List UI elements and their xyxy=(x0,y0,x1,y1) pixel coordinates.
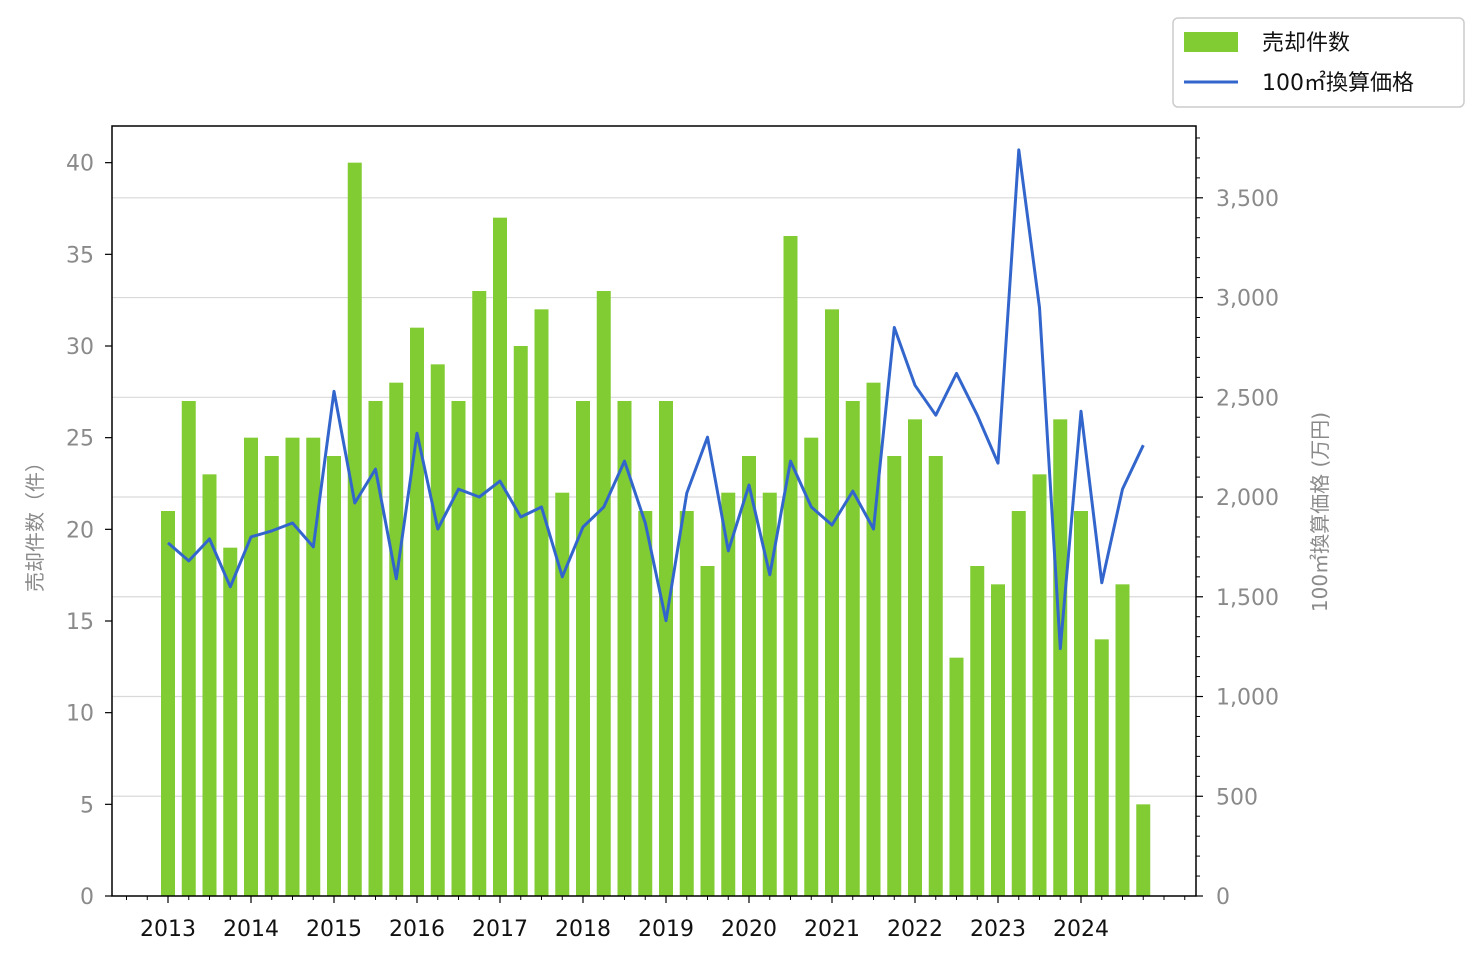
legend-line-label: 100㎡換算価格 xyxy=(1262,70,1414,96)
x-tick-label: 2017 xyxy=(472,917,528,942)
bar xyxy=(991,584,1005,896)
right-tick-label: 1,000 xyxy=(1216,686,1279,711)
left-tick-label: 15 xyxy=(66,610,94,635)
bar xyxy=(949,657,964,896)
plot-frame xyxy=(111,125,1197,897)
bar xyxy=(638,511,653,896)
bar xyxy=(700,566,715,896)
left-y-axis: 0 5 10 15 20 25 30 35 40 xyxy=(66,152,112,910)
bar xyxy=(576,401,590,896)
x-tick-label: 2019 xyxy=(638,917,694,942)
bar xyxy=(617,401,632,896)
bar xyxy=(285,437,300,896)
bar xyxy=(887,456,902,896)
bar xyxy=(1094,639,1109,896)
x-tick-label: 2016 xyxy=(389,917,445,942)
bar xyxy=(783,236,798,896)
bar xyxy=(1074,511,1088,896)
x-tick-label: 2023 xyxy=(970,917,1026,942)
bar xyxy=(596,291,611,896)
left-tick-label: 0 xyxy=(80,885,94,910)
bar xyxy=(181,401,196,896)
right-tick-label: 500 xyxy=(1216,785,1258,810)
bar xyxy=(347,162,362,896)
bar xyxy=(825,309,839,896)
right-tick-label: 1,500 xyxy=(1216,586,1279,611)
left-tick-label: 25 xyxy=(66,427,94,452)
bar xyxy=(472,291,487,896)
right-tick-label: 2,000 xyxy=(1216,486,1279,511)
bar xyxy=(1136,804,1151,896)
bar xyxy=(804,437,819,896)
left-tick-label: 5 xyxy=(80,793,94,818)
bar xyxy=(555,492,570,896)
bar xyxy=(928,456,943,896)
bar xyxy=(451,401,466,896)
bar xyxy=(762,492,777,896)
bar xyxy=(368,401,383,896)
x-tick-label: 2020 xyxy=(721,917,777,942)
bar-series xyxy=(161,162,1151,897)
bar xyxy=(845,401,860,896)
bar xyxy=(223,547,238,896)
bar xyxy=(202,474,217,896)
bar xyxy=(1053,419,1068,896)
bar xyxy=(264,456,279,896)
left-y-axis-title: 売却件数（件） xyxy=(23,452,47,592)
plot-border xyxy=(111,125,1197,897)
left-tick-label: 35 xyxy=(66,243,94,268)
bar xyxy=(534,309,549,896)
left-tick-label: 40 xyxy=(66,152,94,177)
bar xyxy=(908,419,922,896)
bar xyxy=(970,566,985,896)
bar xyxy=(410,327,424,897)
x-tick-label: 2015 xyxy=(306,917,362,942)
x-tick-label: 2021 xyxy=(804,917,860,942)
bar xyxy=(513,346,528,896)
right-tick-label: 3,500 xyxy=(1216,187,1279,212)
bar xyxy=(161,511,175,896)
bar xyxy=(306,437,321,896)
left-tick-label: 30 xyxy=(66,335,94,360)
x-tick-label: 2013 xyxy=(140,917,196,942)
x-axis: 2013 2014 2015 2016 2017 2018 2019 2020 2021 2022… xyxy=(126,896,1186,942)
legend-box xyxy=(1172,17,1465,108)
x-tick-label: 2022 xyxy=(887,917,943,942)
bar xyxy=(493,217,507,896)
price-line xyxy=(167,148,1145,651)
bar xyxy=(327,456,341,896)
bar xyxy=(1115,584,1130,896)
left-tick-label: 20 xyxy=(66,518,94,543)
bar xyxy=(659,401,673,896)
bar xyxy=(742,456,756,896)
x-tick-label: 2014 xyxy=(223,917,279,942)
bar xyxy=(1011,511,1026,896)
legend-bar-label: 売却件数 xyxy=(1262,31,1350,56)
right-tick-label: 2,500 xyxy=(1216,386,1279,411)
right-tick-label: 3,000 xyxy=(1216,287,1279,312)
bar xyxy=(679,511,694,896)
bar xyxy=(1032,474,1047,896)
bar xyxy=(866,382,881,897)
bar xyxy=(389,382,404,897)
x-tick-label: 2018 xyxy=(555,917,611,942)
right-y-axis-title: 100㎡換算価格 (万円) xyxy=(1308,412,1332,612)
right-y-axis: 0 500 1,000 1,500 2,000 2,500 3,000 3,500 xyxy=(1196,137,1279,910)
right-tick-label: 0 xyxy=(1216,885,1230,910)
x-tick-label: 2024 xyxy=(1053,917,1109,942)
bar xyxy=(430,364,445,896)
line-series xyxy=(167,148,1145,651)
legend: 売却件数 100㎡換算価格 xyxy=(1172,17,1465,108)
bar xyxy=(721,492,736,896)
bar xyxy=(244,437,258,896)
legend-bar-swatch xyxy=(1184,32,1238,52)
left-tick-label: 10 xyxy=(66,702,94,727)
